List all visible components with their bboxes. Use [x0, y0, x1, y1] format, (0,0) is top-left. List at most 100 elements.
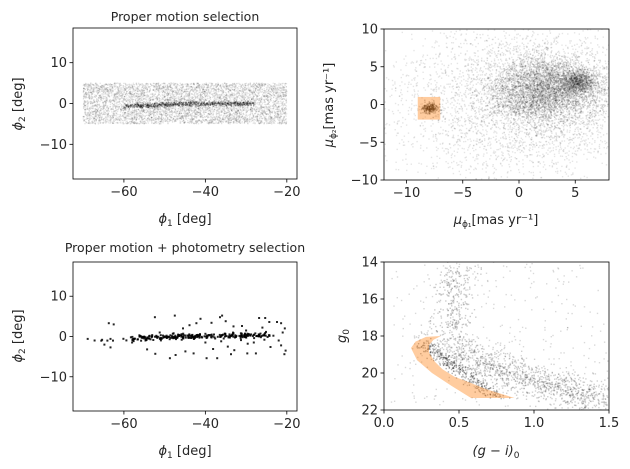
scatter-point — [212, 114, 214, 116]
scatter-point — [134, 122, 137, 124]
scatter-point — [259, 98, 261, 100]
scatter-point — [258, 92, 260, 94]
scatter-point — [196, 90, 198, 92]
scatter-point — [265, 113, 267, 115]
scatter-point — [178, 93, 180, 95]
scatter-point — [102, 122, 104, 124]
scatter-point — [143, 88, 145, 90]
scatter-point — [219, 94, 221, 96]
scatter-point — [237, 109, 239, 111]
scatter-point — [105, 110, 107, 112]
scatter-point — [255, 88, 257, 91]
scatter-point — [219, 103, 221, 105]
scatter-point — [285, 115, 287, 117]
scatter-point — [94, 113, 96, 115]
scatter-point — [186, 85, 188, 87]
scatter-point — [198, 99, 201, 101]
scatter-point — [184, 112, 187, 114]
scatter-point — [193, 88, 195, 90]
scatter-point — [203, 84, 205, 86]
scatter-point — [268, 118, 270, 121]
scatter-point — [105, 89, 107, 91]
scatter-point — [223, 113, 225, 115]
scatter-point — [179, 103, 181, 105]
scatter-point — [246, 102, 248, 104]
scatter-point — [164, 114, 166, 116]
scatter-point — [205, 119, 207, 121]
scatter-point — [125, 92, 127, 94]
scatter-point — [118, 118, 120, 120]
scatter-point — [151, 110, 153, 113]
scatter-point — [227, 122, 230, 125]
scatter-point — [252, 92, 254, 94]
scatter-point — [263, 95, 265, 97]
scatter-point — [261, 121, 263, 123]
scatter-point — [103, 118, 105, 120]
scatter-point — [211, 120, 213, 122]
scatter-point — [254, 90, 256, 92]
scatter-point — [175, 92, 177, 94]
scatter-point — [268, 84, 270, 86]
scatter-point — [249, 116, 251, 118]
scatter-point — [257, 120, 260, 122]
scatter-point — [246, 98, 249, 100]
scatter-point — [204, 106, 207, 108]
scatter-point — [221, 118, 223, 120]
scatter-point — [254, 106, 257, 108]
scatter-point — [164, 108, 167, 110]
scatter-point — [201, 116, 203, 118]
scatter-point — [147, 122, 149, 124]
scatter-point — [239, 95, 242, 97]
scatter-point — [254, 88, 257, 90]
scatter-point — [107, 105, 109, 107]
scatter-point — [282, 109, 284, 111]
scatter-point — [268, 116, 270, 118]
scatter-point — [240, 96, 243, 99]
scatter-point — [230, 104, 233, 106]
scatter-point — [151, 122, 153, 124]
scatter-point — [155, 96, 157, 98]
scatter-point — [85, 97, 87, 99]
scatter-point — [190, 109, 193, 111]
scatter-point — [147, 117, 149, 120]
scatter-point — [217, 91, 219, 93]
scatter-point — [282, 93, 284, 95]
scatter-point — [217, 118, 219, 120]
scatter-point — [276, 87, 278, 89]
scatter-point — [99, 120, 101, 122]
scatter-point — [141, 93, 143, 95]
scatter-point — [234, 98, 236, 100]
scatter-point — [199, 98, 201, 100]
scatter-point — [166, 112, 168, 114]
scatter-point — [249, 104, 252, 107]
scatter-point — [281, 113, 284, 115]
scatter-point — [163, 96, 166, 98]
scatter-point — [239, 119, 241, 122]
scatter-point — [216, 84, 218, 86]
scatter-point — [98, 107, 100, 109]
scatter-point — [246, 91, 248, 93]
scatter-point — [180, 117, 182, 120]
scatter-point — [269, 116, 272, 118]
scatter-point — [169, 90, 172, 92]
scatter-point — [160, 101, 162, 103]
scatter-point — [175, 90, 177, 92]
scatter-point — [271, 90, 273, 93]
scatter-point — [86, 118, 88, 120]
scatter-point — [273, 115, 276, 117]
scatter-point — [211, 93, 213, 95]
scatter-point — [123, 97, 125, 100]
scatter-point — [258, 91, 260, 93]
scatter-point — [158, 94, 160, 96]
scatter-point — [252, 96, 254, 98]
scatter-point — [102, 98, 105, 100]
scatter-point — [150, 116, 152, 119]
scatter-point — [90, 92, 93, 94]
scatter-point — [170, 83, 172, 86]
scatter-point — [180, 121, 182, 123]
scatter-point — [226, 107, 229, 109]
scatter-point — [271, 116, 273, 118]
scatter-point — [155, 86, 158, 88]
scatter-point — [218, 121, 220, 123]
scatter-point — [250, 106, 252, 108]
